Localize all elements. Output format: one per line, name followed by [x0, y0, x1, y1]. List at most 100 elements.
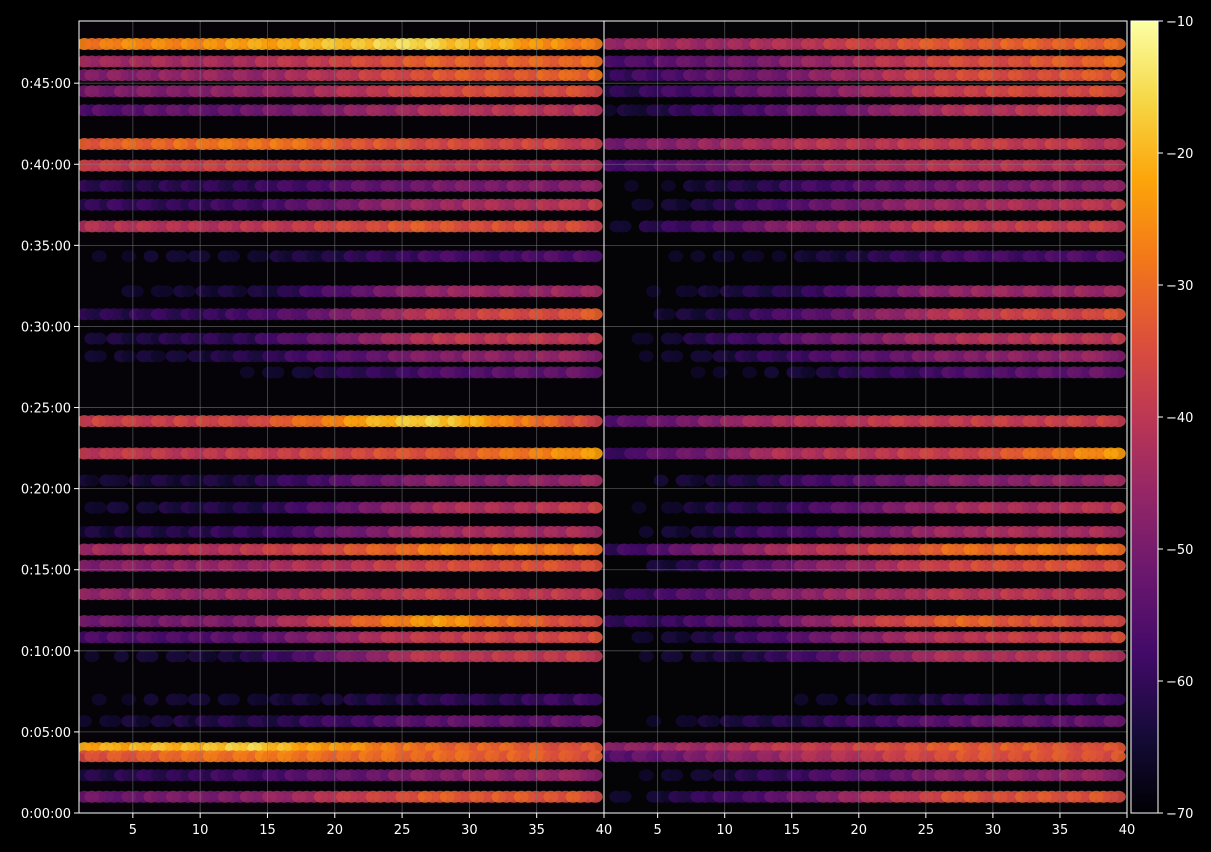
heat-cell: [587, 474, 603, 487]
heat-cell: [697, 769, 713, 782]
x-tick-label: 35: [1052, 823, 1069, 838]
x-tick-label: 30: [985, 823, 1002, 838]
heat-cell: [587, 285, 603, 298]
heat-cell: [587, 69, 603, 82]
heat-cell: [121, 350, 137, 363]
heat-cell: [660, 179, 676, 192]
heat-cell: [1110, 332, 1126, 345]
heat-cell: [91, 250, 107, 263]
heat-cell: [1110, 104, 1126, 117]
heat-cell: [587, 198, 603, 211]
plot-border: [78, 20, 1128, 814]
x-tick-label: 5: [129, 823, 137, 838]
heat-cell: [705, 715, 721, 728]
heat-cell: [587, 179, 603, 192]
grid-lines: [79, 21, 1127, 813]
heat-cell: [1110, 447, 1126, 460]
heat-cell: [1110, 693, 1126, 706]
heat-cell: [143, 501, 159, 514]
heat-cell: [1110, 543, 1126, 556]
heat-cell: [587, 138, 603, 150]
heat-cell: [1110, 69, 1126, 82]
colorbar-tick-label: −50: [1166, 543, 1193, 558]
heat-cell: [91, 350, 107, 363]
heat-cell: [638, 769, 654, 782]
heat-cell: [587, 350, 603, 363]
heat-cell: [749, 250, 765, 263]
y-tick-label: 0:45:00: [21, 77, 71, 92]
heat-cell: [587, 525, 603, 538]
heat-cell: [91, 693, 107, 706]
heat-cell: [660, 308, 676, 321]
heat-cell: [84, 650, 100, 663]
heat-cell: [306, 693, 322, 706]
heat-cell: [690, 366, 706, 379]
heat-cell: [1110, 631, 1126, 644]
heat-cell: [1110, 220, 1126, 233]
heat-cell: [668, 501, 684, 514]
y-tick-label: 0:25:00: [21, 402, 71, 417]
heat-cell: [646, 285, 662, 298]
heat-cell: [1110, 179, 1126, 192]
heat-cell: [705, 285, 721, 298]
heat-cell: [638, 525, 654, 538]
heat-cell: [1110, 198, 1126, 211]
heat-cell: [587, 650, 603, 663]
heat-cell: [269, 366, 285, 379]
heat-cell: [239, 366, 255, 379]
heat-cell: [1110, 308, 1126, 321]
heat-cell: [299, 366, 314, 379]
heat-cell: [587, 615, 603, 628]
heat-cell: [616, 220, 632, 233]
y-tick-label: 0:05:00: [21, 726, 71, 741]
heat-cell: [1110, 501, 1126, 514]
heat-cell: [173, 650, 189, 663]
heat-cell: [113, 474, 129, 487]
heat-cell: [1110, 715, 1126, 728]
heat-cell: [1110, 38, 1126, 50]
x-tick-label: 40: [596, 823, 613, 838]
heat-cell: [173, 350, 189, 363]
heat-cell: [793, 693, 809, 706]
heat-cell: [79, 715, 92, 728]
y-tick-label: 0:40:00: [21, 158, 71, 173]
heat-cell: [690, 474, 706, 487]
heat-cell: [225, 693, 240, 706]
heat-cell: [587, 250, 603, 263]
heat-cell: [1110, 415, 1126, 428]
y-tick-label: 0:10:00: [21, 645, 71, 660]
heat-cell: [121, 693, 137, 706]
colorbar-tick-label: −20: [1166, 147, 1193, 162]
heat-cell: [225, 250, 240, 263]
heat-cell: [638, 631, 654, 644]
heat-cell: [1110, 366, 1126, 379]
heat-cell: [852, 693, 868, 706]
heat-cell: [143, 250, 159, 263]
colorbar-gradient: [1130, 20, 1159, 814]
colorbar: −10 −20 −30 −40 −50 −60 −70: [1130, 15, 1193, 822]
x-tick-label: 5: [654, 823, 662, 838]
heat-cell: [232, 285, 248, 298]
heat-cell: [624, 179, 639, 192]
heat-cell: [1110, 650, 1126, 663]
heat-cell: [668, 332, 684, 345]
x-tick-label: 10: [716, 823, 733, 838]
heat-cell: [653, 474, 669, 487]
colorbar-tick-label: −60: [1166, 675, 1193, 690]
heat-cell: [1110, 138, 1126, 150]
heat-cell: [150, 350, 166, 363]
heat-cell: [113, 501, 129, 514]
y-tick-label: 0:20:00: [21, 483, 71, 498]
heat-cell: [587, 769, 603, 782]
heat-cell: [771, 250, 787, 263]
heat-cell: [587, 366, 603, 379]
heat-cell: [587, 55, 603, 68]
heat-cell: [587, 588, 603, 601]
heat-cell: [1110, 350, 1126, 363]
heat-cell: [1110, 769, 1126, 782]
heat-cell: [675, 631, 691, 644]
heat-cell: [173, 250, 189, 263]
heat-cell: [587, 693, 603, 706]
heat-cell: [1110, 85, 1126, 98]
